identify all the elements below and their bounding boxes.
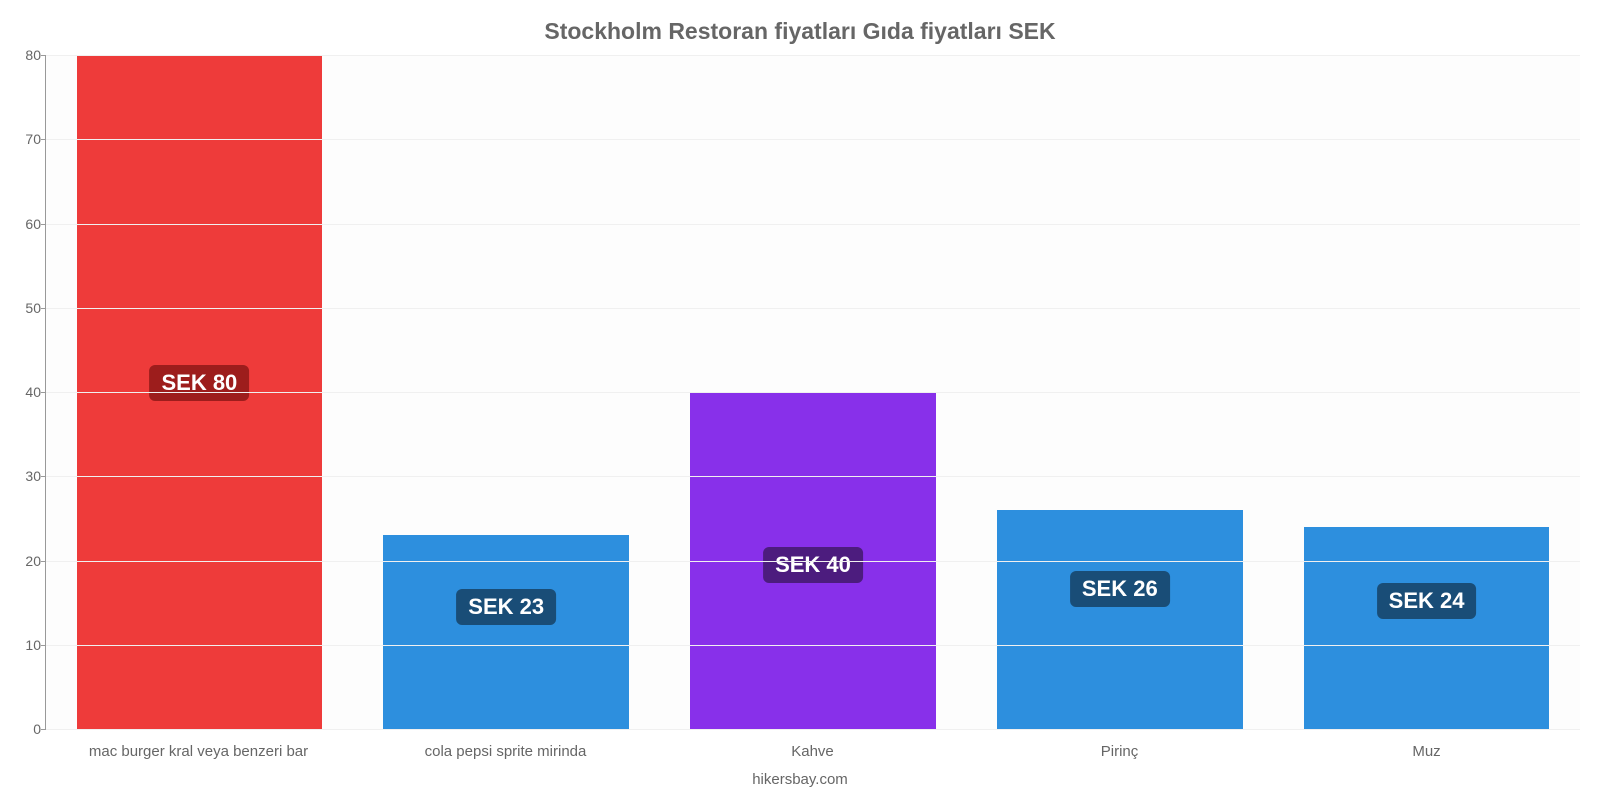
x-axis-label: Pirinç bbox=[966, 743, 1273, 760]
ytick-mark bbox=[41, 392, 46, 393]
gridline bbox=[46, 55, 1580, 56]
bar: SEK 26 bbox=[997, 510, 1242, 729]
x-axis-label: Muz bbox=[1273, 743, 1580, 760]
gridline bbox=[46, 476, 1580, 477]
x-axis-label: mac burger kral veya benzeri bar bbox=[45, 743, 352, 760]
bar: SEK 24 bbox=[1304, 527, 1549, 729]
plot-area: SEK 80SEK 23SEK 40SEK 26SEK 24 010203040… bbox=[45, 55, 1580, 730]
value-badge: SEK 23 bbox=[456, 589, 556, 625]
ytick-label: 30 bbox=[11, 468, 41, 484]
ytick-mark bbox=[41, 729, 46, 730]
value-badge: SEK 40 bbox=[763, 547, 863, 583]
gridline bbox=[46, 729, 1580, 730]
ytick-mark bbox=[41, 561, 46, 562]
ytick-mark bbox=[41, 55, 46, 56]
ytick-label: 80 bbox=[11, 47, 41, 63]
gridline bbox=[46, 645, 1580, 646]
ytick-label: 40 bbox=[11, 384, 41, 400]
gridline bbox=[46, 308, 1580, 309]
ytick-label: 20 bbox=[11, 553, 41, 569]
chart-container: Stockholm Restoran fiyatları Gıda fiyatl… bbox=[0, 0, 1600, 800]
value-badge: SEK 80 bbox=[149, 365, 249, 401]
ytick-mark bbox=[41, 476, 46, 477]
x-axis-label: Kahve bbox=[659, 743, 966, 760]
ytick-mark bbox=[41, 139, 46, 140]
bar: SEK 23 bbox=[383, 535, 628, 729]
gridline bbox=[46, 392, 1580, 393]
ytick-label: 10 bbox=[11, 637, 41, 653]
ytick-mark bbox=[41, 224, 46, 225]
x-axis-label: cola pepsi sprite mirinda bbox=[352, 743, 659, 760]
ytick-label: 70 bbox=[11, 131, 41, 147]
gridline bbox=[46, 224, 1580, 225]
ytick-mark bbox=[41, 308, 46, 309]
credit-text: hikersbay.com bbox=[0, 771, 1600, 788]
ytick-mark bbox=[41, 645, 46, 646]
ytick-label: 0 bbox=[11, 721, 41, 737]
chart-title: Stockholm Restoran fiyatları Gıda fiyatl… bbox=[0, 18, 1600, 45]
ytick-label: 50 bbox=[11, 300, 41, 316]
gridline bbox=[46, 561, 1580, 562]
gridline bbox=[46, 139, 1580, 140]
ytick-label: 60 bbox=[11, 216, 41, 232]
value-badge: SEK 26 bbox=[1070, 571, 1170, 607]
x-axis-labels: mac burger kral veya benzeri barcola pep… bbox=[45, 743, 1580, 760]
value-badge: SEK 24 bbox=[1377, 583, 1477, 619]
